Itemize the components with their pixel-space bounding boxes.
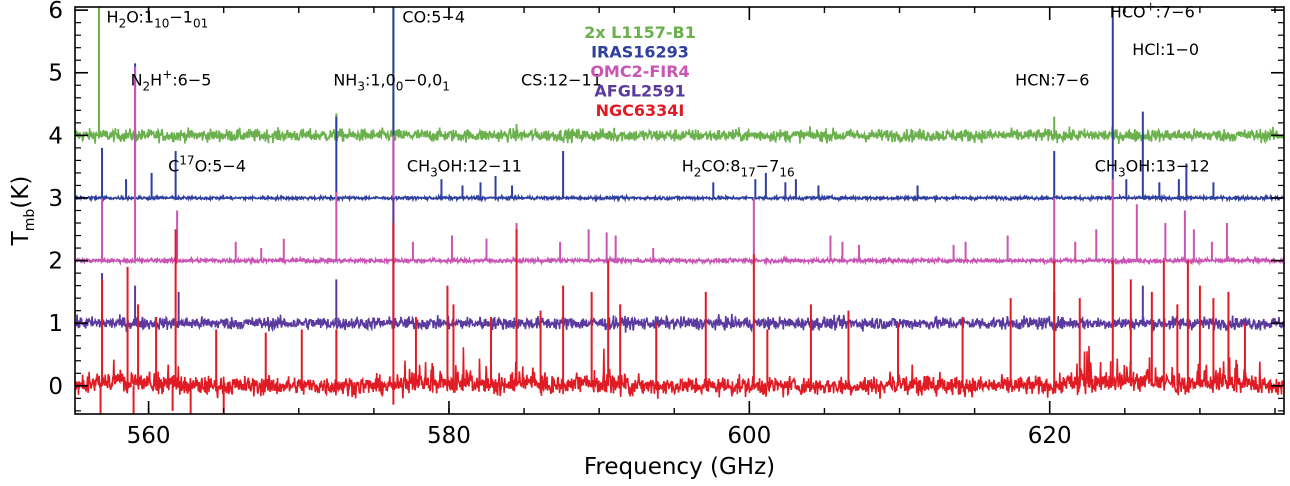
y-tick-label: 3: [48, 186, 63, 212]
line-annotation: CH3OH:13−12: [1095, 157, 1210, 180]
series-ngc6334i: [75, 223, 1284, 414]
annotation-part: CH: [1095, 157, 1118, 176]
annotation-part: −1: [169, 8, 193, 27]
legend-entry: 2x L1157-B1: [584, 23, 696, 42]
annotation-part: 1: [442, 79, 450, 93]
x-tick-label: 620: [1028, 423, 1072, 449]
line-annotation: CH3OH:12−11: [407, 157, 522, 180]
line-annotation: CS:12−11: [521, 70, 602, 89]
x-tick-label: 580: [427, 423, 471, 449]
legend: 2x L1157-B1IRAS16293OMC2-FIR4AFGL2591NGC…: [584, 23, 696, 120]
annotation-part: 2: [119, 17, 127, 31]
annotation-part: 3: [357, 79, 365, 93]
annotation-part: 3: [430, 166, 438, 180]
annotation-part: N: [131, 70, 143, 89]
annotation-part: :1,0: [365, 70, 396, 89]
annotation-part: OH:12−11: [438, 157, 522, 176]
line-annotation: H2CO:817−716: [682, 157, 795, 180]
line-annotation: H2O:110−101: [107, 8, 209, 31]
annotation-part: 0: [396, 79, 404, 93]
series-trace: [75, 254, 1284, 266]
annotation-part: −0,0: [403, 70, 442, 89]
y-tick-label: 5: [48, 61, 63, 87]
line-annotation: HCO+:7−6: [1110, 0, 1195, 22]
annotation-part: NH: [333, 70, 357, 89]
annotation-part: H: [150, 70, 162, 89]
x-tick-label: 600: [727, 423, 771, 449]
series-afgl2591: [75, 197, 1284, 333]
annotation-part: O:1: [126, 8, 154, 27]
line-annotation: C17O:5−4: [168, 154, 246, 176]
x-axis-label: Frequency (GHz): [584, 454, 775, 480]
y-axis-label-sub: mb: [22, 209, 38, 232]
annotation-part: OH:13−12: [1126, 157, 1210, 176]
line-annotation: NH3:1,00−0,01: [333, 70, 450, 93]
series-layer: [75, 7, 1284, 414]
annotation-part: −7: [756, 157, 780, 176]
annotation-part: +: [162, 67, 172, 81]
annotation-part: C: [168, 157, 179, 176]
y-tick-label: 4: [48, 123, 63, 149]
line-annotation: CO:5−4: [402, 8, 465, 27]
annotation-part: H: [107, 8, 119, 27]
annotation-part: 17: [179, 154, 194, 168]
y-axis-label-unit: (K): [8, 176, 34, 209]
series-trace: [75, 345, 1284, 399]
annotation-part: CS:12−11: [521, 70, 602, 89]
annotation-part: 17: [740, 166, 755, 180]
series-trace: [75, 193, 1284, 204]
annotation-part: 10: [154, 17, 169, 31]
series-omc2-fir4: [75, 66, 1284, 266]
line-annotation: HCl:1−0: [1132, 40, 1199, 59]
annotation-part: 2: [143, 79, 151, 93]
annotation-part: CH: [407, 157, 430, 176]
y-axis-label-main: T: [8, 230, 34, 246]
y-axis-label: Tmb(K): [8, 176, 38, 247]
annotation-part: 2: [694, 166, 702, 180]
annotation-part: HCO: [1110, 3, 1146, 22]
y-tick-label: 6: [48, 0, 63, 24]
y-tick-label: 2: [48, 249, 63, 275]
annotation-part: CO:8: [701, 157, 740, 176]
legend-entry: NGC6334I: [596, 101, 685, 120]
legend-entry: AFGL2591: [594, 82, 685, 101]
annotation-part: 01: [193, 17, 208, 31]
line-annotation: N2H+:6−5: [131, 67, 212, 93]
legend-entry: OMC2-FIR4: [590, 62, 689, 81]
y-tick-label: 1: [48, 311, 63, 337]
annotation-part: +: [1146, 0, 1156, 14]
series-trace: [75, 313, 1284, 333]
series-trace: [75, 126, 1284, 145]
annotation-part: HCl:1−0: [1132, 40, 1199, 59]
annotation-part: H: [682, 157, 694, 176]
annotation-part: :7−6: [1156, 3, 1195, 22]
annotation-part: 3: [1118, 166, 1126, 180]
legend-entry: IRAS16293: [591, 43, 689, 62]
annotation-part: CO:5−4: [402, 8, 465, 27]
y-tick-label: 0: [48, 374, 63, 400]
line-annotation: HCN:7−6: [1015, 70, 1089, 89]
annotation-part: O:5−4: [195, 157, 246, 176]
annotation-part: :6−5: [172, 70, 211, 89]
annotation-part: HCN:7−6: [1015, 70, 1089, 89]
annotation-part: 16: [779, 166, 794, 180]
x-tick-label: 560: [127, 423, 171, 449]
